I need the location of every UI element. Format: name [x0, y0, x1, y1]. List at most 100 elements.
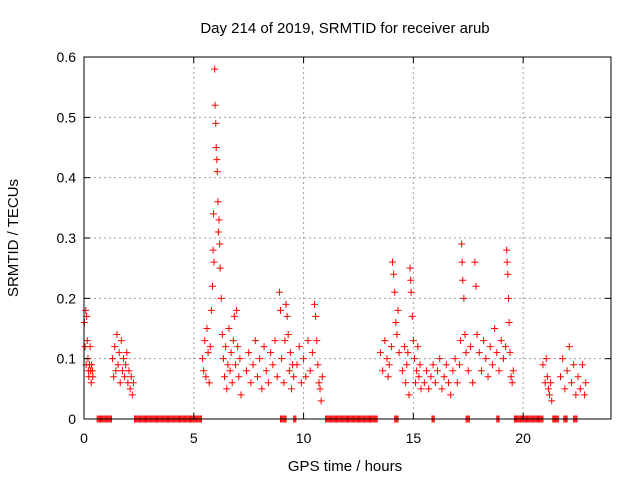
data-point	[118, 367, 126, 375]
data-point	[312, 312, 320, 320]
x-tick-label: 15	[406, 430, 422, 446]
data-point	[117, 337, 125, 345]
data-point	[242, 367, 250, 375]
data-point	[213, 156, 221, 164]
data-point	[290, 373, 298, 381]
y-axis-label: SRMTID / TECUs	[5, 179, 22, 297]
data-point	[383, 355, 391, 363]
data-point	[507, 373, 515, 381]
data-point	[412, 379, 420, 387]
data-point	[390, 270, 398, 278]
x-tick-label: 10	[296, 430, 312, 446]
data-point	[458, 258, 466, 266]
data-point	[210, 258, 218, 266]
data-point	[216, 264, 224, 272]
data-point	[413, 367, 421, 375]
data-point	[488, 361, 496, 369]
x-axis-ticks: 0 5 10 15 20	[80, 57, 531, 446]
y-tick-label: 0.6	[57, 49, 77, 65]
data-point	[237, 391, 245, 399]
data-point	[87, 379, 95, 387]
data-point	[295, 343, 303, 351]
data-point	[504, 294, 512, 302]
data-point	[109, 355, 117, 363]
data-point	[277, 306, 285, 314]
data-point	[212, 144, 220, 151]
data-point	[576, 385, 584, 393]
data-point	[123, 349, 131, 357]
data-point	[271, 337, 279, 345]
data-point	[232, 361, 240, 369]
data-point	[224, 361, 232, 369]
data-point	[293, 361, 301, 369]
data-point	[262, 367, 270, 375]
data-point	[128, 391, 136, 399]
data-point	[427, 373, 435, 381]
data-point	[125, 367, 133, 375]
data-point	[229, 337, 237, 345]
data-point	[213, 168, 221, 176]
data-point	[410, 355, 418, 363]
data-point	[442, 361, 450, 369]
data-point	[207, 306, 215, 314]
data-point	[211, 65, 219, 73]
data-point	[376, 349, 384, 357]
data-point	[253, 373, 261, 381]
data-point	[440, 373, 448, 381]
data-point	[502, 343, 510, 351]
data-point	[402, 379, 410, 387]
data-point	[391, 288, 399, 296]
data-point	[314, 361, 322, 369]
data-point	[129, 379, 137, 387]
data-point	[486, 343, 494, 351]
data-point	[120, 355, 128, 363]
data-point	[208, 282, 216, 290]
data-point	[302, 373, 310, 381]
data-point	[308, 349, 316, 357]
data-point	[258, 385, 266, 393]
data-point	[88, 367, 96, 375]
data-point	[497, 337, 505, 345]
data-point	[438, 385, 446, 393]
data-point	[417, 385, 425, 393]
data-point	[234, 343, 242, 351]
data-point	[233, 306, 241, 314]
data-point	[508, 379, 516, 387]
data-point	[473, 331, 481, 339]
data-point	[393, 331, 401, 339]
data-point	[281, 337, 289, 345]
data-point	[420, 379, 428, 387]
data-point	[204, 349, 212, 357]
data-point	[297, 379, 305, 387]
data-point	[406, 264, 414, 272]
chart-title: Day 214 of 2019, SRMTID for receiver aru…	[200, 20, 489, 37]
data-point	[306, 367, 314, 375]
data-point	[416, 361, 424, 369]
data-point	[472, 282, 480, 290]
data-point	[544, 385, 552, 393]
data-point	[89, 373, 97, 381]
data-point	[405, 391, 413, 399]
data-point	[493, 349, 501, 357]
data-point	[236, 355, 244, 363]
data-point	[114, 361, 122, 369]
data-point	[110, 373, 118, 381]
data-point	[482, 355, 490, 363]
data-point	[504, 270, 512, 278]
data-point	[199, 355, 207, 363]
data-point	[210, 210, 218, 218]
data-point	[318, 373, 326, 381]
data-point	[284, 331, 292, 339]
data-point	[211, 101, 219, 109]
data-point	[539, 361, 547, 369]
data-point	[542, 355, 550, 363]
data-point	[300, 355, 308, 363]
data-point	[205, 379, 213, 387]
data-point	[201, 337, 209, 345]
data-point	[221, 373, 229, 381]
data-point	[121, 373, 129, 381]
plot-frame	[83, 56, 612, 420]
x-tick-label: 0	[80, 430, 88, 446]
data-point	[477, 367, 485, 375]
x-axis-label: GPS time / hours	[288, 458, 402, 475]
